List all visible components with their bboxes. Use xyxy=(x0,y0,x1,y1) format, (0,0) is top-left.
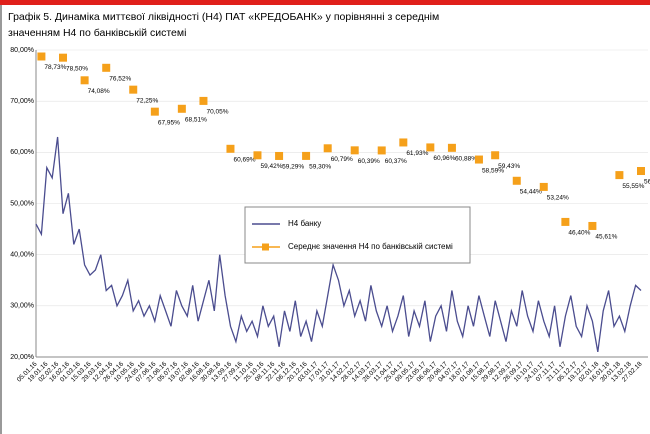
chart-subtitle: значенням Н4 по банківській системі xyxy=(8,27,186,39)
top-band xyxy=(0,0,650,5)
marker xyxy=(377,146,386,155)
data-label: 68,51% xyxy=(185,117,207,124)
y-tick-label: 60,00% xyxy=(10,149,34,156)
data-label: 60,96% xyxy=(433,155,455,162)
y-tick-label: 40,00% xyxy=(10,252,34,259)
data-label: 72,25% xyxy=(136,97,158,104)
data-label: 59,43% xyxy=(498,163,520,170)
legend-label: Н4 банку xyxy=(288,219,321,228)
legend-swatch xyxy=(262,243,269,251)
data-label: 78,73% xyxy=(44,64,66,71)
data-label: 60,37% xyxy=(385,158,407,165)
data-label: 53,24% xyxy=(547,195,569,202)
marker xyxy=(399,138,408,147)
legend-box xyxy=(244,206,471,264)
y-tick-label: 80,00% xyxy=(10,47,34,54)
legend: Н4 банку Середнє значення Н4 по банківсь… xyxy=(244,206,471,264)
marker xyxy=(350,146,359,155)
marker xyxy=(561,217,570,226)
y-tick-label: 50,00% xyxy=(10,200,34,207)
data-label: 60,79% xyxy=(331,156,353,163)
marker xyxy=(150,107,159,116)
data-label: 55,55% xyxy=(622,183,644,190)
marker xyxy=(539,182,548,191)
data-label: 74,08% xyxy=(88,88,110,95)
data-label: 54,44% xyxy=(520,189,542,196)
legend-label: Середнє значення Н4 по банківській систе… xyxy=(288,242,453,251)
chart-title: Графік 5. Динаміка миттєвої ліквідності … xyxy=(8,11,439,23)
y-tick-label: 20,00% xyxy=(10,354,34,361)
y-tick-label: 70,00% xyxy=(10,98,34,105)
data-label: 60,39% xyxy=(358,158,380,165)
marker xyxy=(80,76,89,85)
data-label: 45,61% xyxy=(595,234,617,241)
marker xyxy=(323,144,332,153)
marker xyxy=(302,151,311,160)
marker xyxy=(426,143,435,152)
data-label: 60,88% xyxy=(455,156,477,163)
marker xyxy=(102,63,111,72)
marker xyxy=(637,167,645,176)
marker xyxy=(491,151,500,160)
data-label: 58,59% xyxy=(482,167,504,174)
marker xyxy=(59,53,68,62)
data-label: 78,50% xyxy=(66,65,88,72)
marker xyxy=(37,52,46,61)
marker xyxy=(177,104,186,113)
marker xyxy=(588,221,597,230)
marker xyxy=(512,176,521,185)
data-label: 59,30% xyxy=(309,164,331,171)
data-label: 59,42% xyxy=(260,163,282,170)
marker xyxy=(615,171,624,180)
data-label: 67,95% xyxy=(158,119,180,126)
marker xyxy=(129,85,138,94)
data-label: 76,52% xyxy=(109,76,131,83)
data-label: 70,05% xyxy=(206,109,228,116)
marker xyxy=(275,151,284,160)
marker xyxy=(447,143,456,152)
data-label: 61,93% xyxy=(406,150,428,157)
marker xyxy=(199,96,208,105)
marker xyxy=(474,155,483,164)
y-tick-label: 30,00% xyxy=(10,303,34,310)
marker xyxy=(226,144,235,153)
data-label: 60,69% xyxy=(233,157,255,164)
data-label: 56,35% xyxy=(644,179,650,186)
series-line xyxy=(35,136,642,353)
data-label: 46,40% xyxy=(568,230,590,237)
data-label: 59,29% xyxy=(282,164,304,171)
plot: 20,00% 30,00% 40,00% 50,00% 60,00% 70,00% 80,0… xyxy=(10,47,650,384)
marker xyxy=(253,151,262,160)
